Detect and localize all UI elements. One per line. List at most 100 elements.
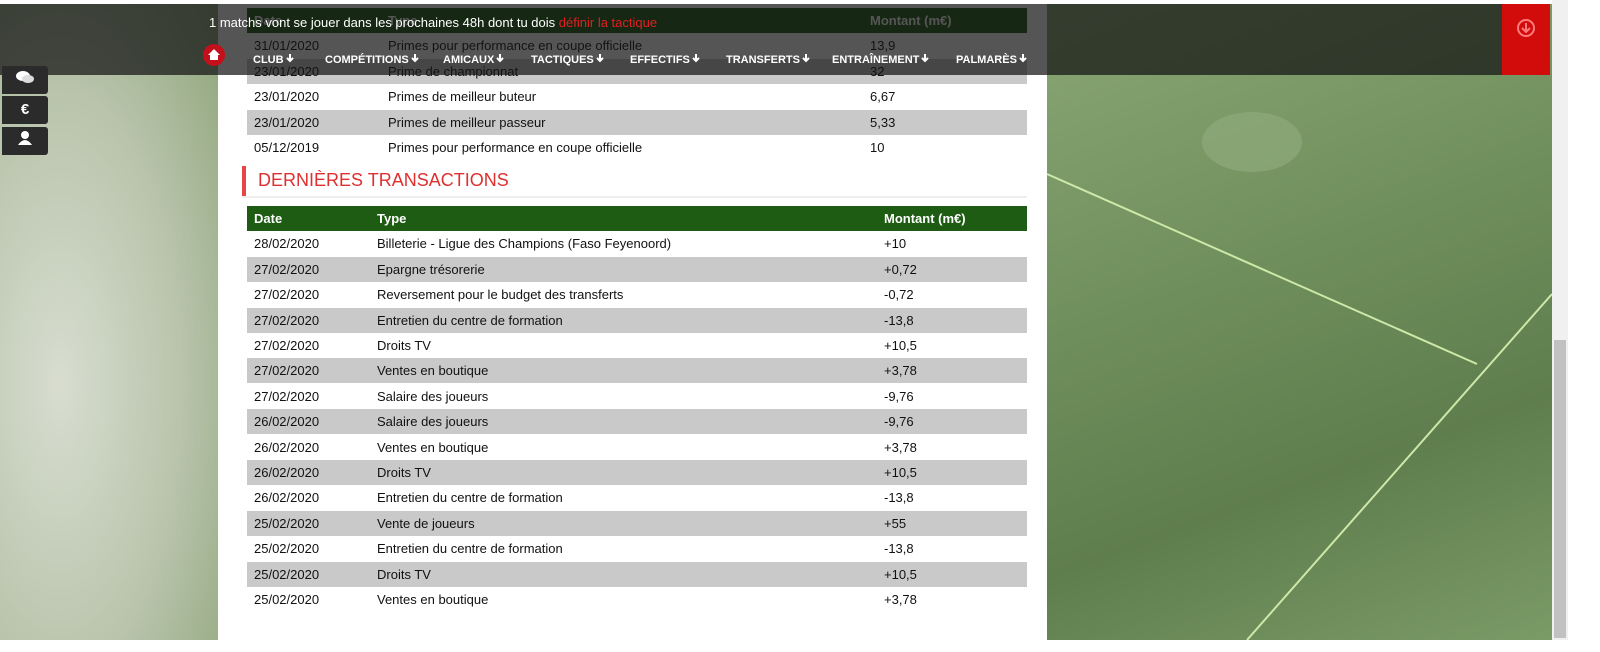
cell: 26/02/2020 [254, 490, 320, 506]
cell: 26/02/2020 [254, 439, 320, 455]
alert-button[interactable] [1502, 4, 1550, 75]
menu-item[interactable]: CLUB [253, 53, 296, 66]
cell: 25/02/2020 [254, 515, 320, 531]
cell: Billeterie - Ligue des Champions (Faso F… [377, 236, 672, 252]
menu-item[interactable]: COMPÉTITIONS [325, 53, 421, 66]
cell: Vente de joueurs [377, 515, 475, 531]
top-nav: 1 matchs vont se jouer dans les prochain… [0, 4, 1502, 75]
cell: Ventes en boutique [377, 592, 489, 607]
cell: Droits TV [377, 338, 431, 353]
cell: Ventes en boutique [377, 363, 489, 379]
cell: Entretien du centre de formation [377, 312, 563, 328]
table-header: Date Type Montant (m€) [247, 206, 1027, 231]
menu-item[interactable]: ENTRAÎNEMENT [832, 53, 931, 66]
alert-icon [1517, 19, 1535, 37]
menu-label: AMICAUX [443, 54, 495, 66]
menu-arrow [496, 54, 505, 63]
table-row: 05/12/2019 Primes pour performance en cou… [247, 135, 1027, 160]
cell: -13,8 [884, 312, 914, 328]
section-marker [242, 166, 246, 198]
table-row: 27/02/2020 Droits TV +10,5 [247, 333, 1027, 358]
cell: 25/02/2020 [254, 592, 320, 607]
menu-arrow [921, 54, 930, 63]
cell: Droits TV [377, 465, 431, 480]
table-row: 25/02/2020 Ventes en boutique +3,78 [247, 587, 1027, 612]
cell: +0,72 [884, 261, 917, 277]
cell: +10,5 [884, 566, 917, 582]
menu-item[interactable]: TRANSFERTS [726, 53, 812, 66]
menu-label: EFFECTIFS [630, 54, 690, 66]
cell: 27/02/2020 [254, 287, 320, 303]
cell: +10,5 [884, 465, 917, 480]
cell: 28/02/2020 [254, 236, 320, 252]
menu-item[interactable]: AMICAUX [443, 53, 506, 66]
cell: -9,76 [884, 388, 914, 404]
cell: 23/01/2020 [254, 89, 320, 105]
cell: 27/02/2020 [254, 388, 320, 404]
menu-arrow [802, 54, 810, 63]
pitch-lines [1046, 112, 1553, 641]
cell: 26/02/2020 [254, 465, 320, 480]
table-row: 27/02/2020 Salaire des joueurs -9,76 [247, 384, 1027, 409]
cell: -13,8 [884, 490, 914, 506]
cell: 27/02/2020 [254, 363, 320, 379]
cell: Droits TV [377, 566, 431, 582]
cell: Primes pour performance en coupe officie… [388, 140, 643, 155]
profile-button[interactable] [2, 127, 48, 155]
cell: Primes de meilleur passeur [388, 114, 546, 130]
cell: Salaire des joueurs [377, 414, 489, 430]
menu-arrow [285, 54, 294, 63]
cell: 27/02/2020 [254, 338, 320, 353]
menu-item[interactable]: PALMARÈS [956, 53, 1029, 66]
cell: -13,8 [884, 541, 914, 557]
menu-arrow [411, 54, 419, 63]
cell: +10,5 [884, 338, 917, 353]
notice-link[interactable]: définir la tactique [558, 15, 658, 30]
cell: +3,78 [884, 592, 917, 607]
cell: Primes de meilleur buteur [388, 89, 537, 105]
menu-arrow [692, 54, 700, 63]
menu-label: COMPÉTITIONS [325, 54, 409, 66]
home-icon[interactable] [203, 44, 225, 66]
cell: 27/02/2020 [254, 261, 320, 277]
menu-item[interactable]: EFFECTIFS [630, 53, 702, 66]
cell: 26/02/2020 [254, 414, 320, 430]
menu-label: CLUB [253, 54, 284, 66]
cell: +3,78 [884, 363, 917, 379]
table-row: 23/01/2020 Primes de meilleur passeur 5,33 [247, 109, 1027, 135]
cell: 25/02/2020 [254, 541, 320, 557]
cell: Entretien du centre de formation [377, 541, 563, 557]
cell: +55 [884, 515, 907, 531]
cell: -9,76 [884, 414, 914, 430]
table-row: 26/02/2020 Ventes en boutique +3,78 [247, 435, 1027, 460]
cell: 23/01/2020 [254, 114, 320, 130]
cell: Ventes en boutique [377, 439, 489, 455]
notice: 1 matchs vont se jouer dans les prochain… [209, 15, 657, 30]
menu-item[interactable]: TACTIQUES [531, 53, 606, 66]
cell: +3,78 [884, 439, 917, 455]
menu-label: TACTIQUES [531, 54, 594, 66]
section-title: DERNIÈRES TRANSACTIONS [258, 170, 509, 190]
finance-button[interactable]: € [2, 96, 48, 124]
cell: Epargne trésorerie [377, 261, 485, 277]
table-row: 27/02/2020 Epargne trésorerie +0,72 [247, 256, 1027, 282]
table-row: 25/02/2020 Droits TV +10,5 [247, 561, 1027, 587]
menu-arrow [1019, 54, 1027, 63]
table-row: 27/02/2020 Reversement pour le budget des… [247, 282, 1027, 307]
cell: -0,72 [884, 287, 914, 303]
cell: +10 [884, 236, 907, 252]
table-row: 26/02/2020 Entretien du centre de formati… [247, 485, 1027, 510]
cell: 25/02/2020 [254, 566, 320, 582]
header-cell: Type [377, 211, 407, 226]
cell: 5,33 [870, 114, 896, 130]
header-cell: Montant (m€) [884, 211, 966, 226]
menu-label: TRANSFERTS [726, 54, 800, 66]
section-rule [242, 196, 1027, 198]
cell: Salaire des joueurs [377, 388, 489, 404]
scrollbar-thumb[interactable] [1554, 340, 1566, 638]
chat-button[interactable] [2, 66, 48, 94]
table-row: 25/02/2020 Vente de joueurs +55 [247, 510, 1027, 536]
table-row: 27/02/2020 Ventes en boutique +3,78 [247, 358, 1027, 384]
table-row: 28/02/2020 Billeterie - Ligue des Champio… [247, 231, 1027, 256]
